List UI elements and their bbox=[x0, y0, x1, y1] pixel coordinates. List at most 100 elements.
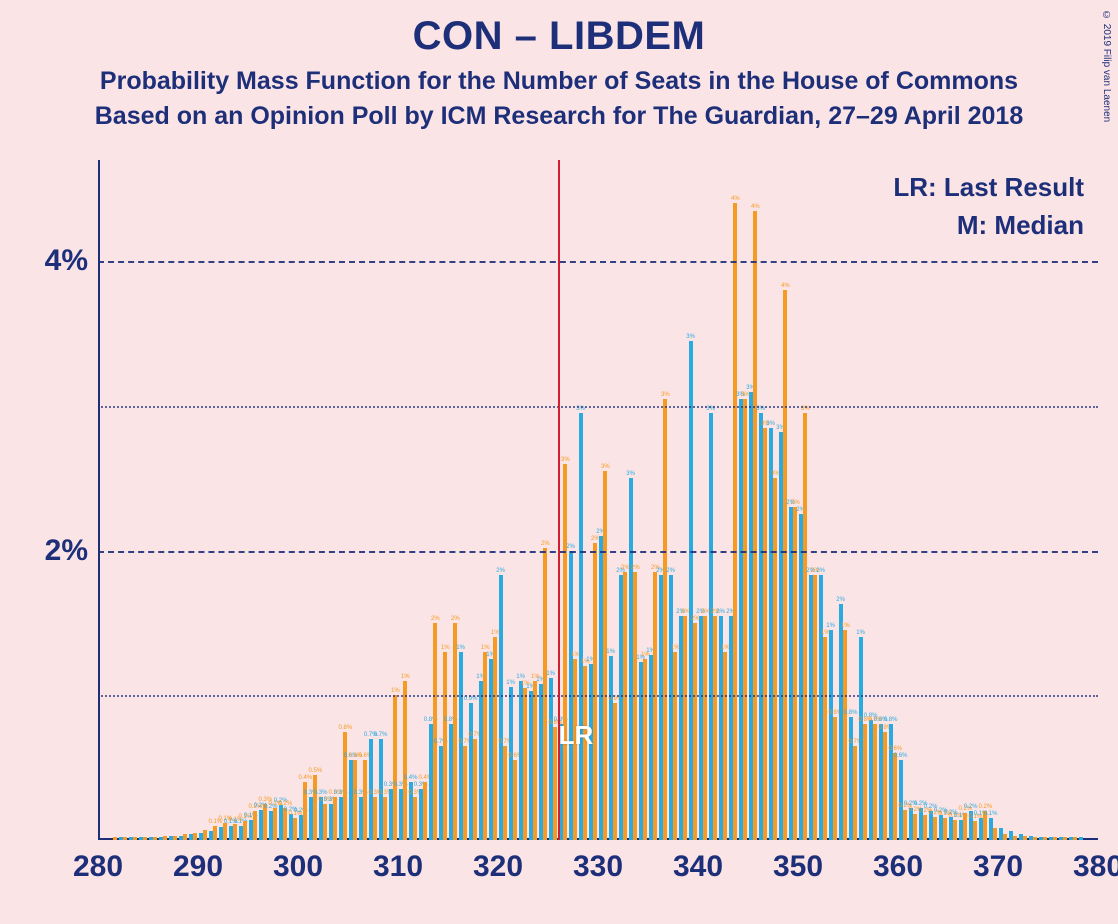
bar-blue bbox=[889, 724, 893, 840]
bar-blue bbox=[1039, 837, 1043, 840]
bar-value-label: 2% bbox=[496, 568, 505, 574]
bar-value-label: 3% bbox=[766, 421, 775, 427]
bar-value-label: 2% bbox=[816, 568, 825, 574]
bar-blue bbox=[869, 720, 873, 840]
bar-blue bbox=[359, 797, 363, 840]
bar-blue bbox=[779, 432, 783, 840]
bar-orange bbox=[643, 659, 647, 840]
bar-blue bbox=[839, 604, 843, 840]
bar-orange bbox=[213, 826, 217, 840]
bar-orange bbox=[1033, 837, 1037, 840]
bar-blue bbox=[249, 820, 253, 840]
bar-orange bbox=[473, 739, 477, 840]
bar-value-label: 1% bbox=[441, 645, 450, 651]
bar-orange bbox=[483, 652, 487, 840]
bar-value-label: 0.4% bbox=[299, 775, 313, 781]
bar-orange bbox=[883, 732, 887, 841]
bar-blue bbox=[1069, 837, 1073, 840]
bar-blue bbox=[1049, 837, 1053, 840]
bar-orange bbox=[1013, 836, 1017, 840]
bar-blue bbox=[1019, 834, 1023, 840]
bar-orange bbox=[373, 797, 377, 840]
bar-blue bbox=[949, 817, 953, 840]
bar-blue bbox=[189, 834, 193, 840]
gridline-major bbox=[98, 551, 1098, 553]
bar-blue bbox=[419, 789, 423, 840]
chart-titles: CON – LIBDEM Probability Mass Function f… bbox=[0, 14, 1118, 131]
bar-blue bbox=[769, 428, 773, 840]
bar-blue bbox=[399, 789, 403, 840]
bar-value-label: 1% bbox=[401, 674, 410, 680]
bar-blue bbox=[299, 815, 303, 840]
bar-orange bbox=[843, 630, 847, 840]
bar-blue bbox=[1059, 837, 1063, 840]
bar-orange bbox=[1043, 837, 1047, 840]
bar-orange bbox=[1063, 837, 1067, 840]
bar-blue bbox=[659, 575, 663, 840]
bar-blue bbox=[739, 399, 743, 840]
bar-blue bbox=[289, 814, 293, 840]
bar-blue bbox=[149, 837, 153, 840]
bar-blue bbox=[609, 656, 613, 840]
bar-value-label: 1% bbox=[841, 623, 850, 629]
x-axis-label: 320 bbox=[473, 850, 523, 884]
x-axis-label: 330 bbox=[573, 850, 623, 884]
title-main: CON – LIBDEM bbox=[0, 14, 1118, 59]
bar-orange bbox=[903, 810, 907, 840]
bar-value-label: 0.7% bbox=[374, 732, 388, 738]
bar-orange bbox=[523, 688, 527, 840]
bar-blue bbox=[219, 827, 223, 840]
bar-value-label: 0.8% bbox=[884, 717, 898, 723]
bar-orange bbox=[383, 797, 387, 840]
bar-orange bbox=[823, 637, 827, 840]
bar-orange bbox=[693, 623, 697, 840]
bar-blue bbox=[339, 797, 343, 840]
bar-orange bbox=[323, 804, 327, 840]
bar-orange bbox=[293, 818, 297, 840]
bar-blue bbox=[849, 717, 853, 840]
bar-orange bbox=[493, 637, 497, 840]
gridline-minor bbox=[98, 406, 1098, 408]
bar-orange bbox=[923, 815, 927, 840]
bar-orange bbox=[143, 837, 147, 840]
bar-blue bbox=[229, 826, 233, 840]
bar-value-label: 2% bbox=[541, 541, 550, 547]
bar-orange bbox=[663, 399, 667, 840]
bar-orange bbox=[513, 760, 517, 840]
bar-blue bbox=[509, 687, 513, 840]
bar-orange bbox=[813, 575, 817, 840]
bar-blue bbox=[539, 684, 543, 840]
bar-value-label: 1% bbox=[856, 630, 865, 636]
bar-blue bbox=[199, 833, 203, 840]
bar-orange bbox=[973, 821, 977, 840]
bar-orange bbox=[673, 652, 677, 840]
bar-orange bbox=[553, 727, 557, 840]
bar-orange bbox=[343, 732, 347, 841]
bar-blue bbox=[119, 837, 123, 840]
bar-blue bbox=[439, 746, 443, 840]
bar-orange bbox=[893, 753, 897, 840]
bar-orange bbox=[653, 572, 657, 840]
bar-value-label: 2% bbox=[666, 568, 675, 574]
bar-blue bbox=[239, 826, 243, 840]
bar-orange bbox=[563, 464, 567, 840]
gridline-minor bbox=[98, 695, 1098, 697]
bar-orange bbox=[353, 760, 357, 840]
plot-area: 0.1%0.1%0.1%0.1%0.1%0.1%0.1%0.2%0.2%0.3%… bbox=[98, 160, 1098, 840]
bar-blue bbox=[259, 810, 263, 840]
bar-orange bbox=[683, 616, 687, 840]
bar-orange bbox=[163, 836, 167, 840]
bar-blue bbox=[959, 820, 963, 840]
bar-blue bbox=[599, 536, 603, 840]
bar-value-label: 3% bbox=[626, 471, 635, 477]
bar-orange bbox=[333, 797, 337, 840]
bar-value-label: 2% bbox=[791, 500, 800, 506]
x-axis-label: 290 bbox=[173, 850, 223, 884]
bar-orange bbox=[913, 814, 917, 840]
x-axis-label: 370 bbox=[973, 850, 1023, 884]
bar-blue bbox=[999, 828, 1003, 840]
bar-orange bbox=[863, 724, 867, 840]
bar-orange bbox=[173, 836, 177, 840]
bar-value-label: 4% bbox=[731, 196, 740, 202]
bar-blue bbox=[279, 805, 283, 840]
